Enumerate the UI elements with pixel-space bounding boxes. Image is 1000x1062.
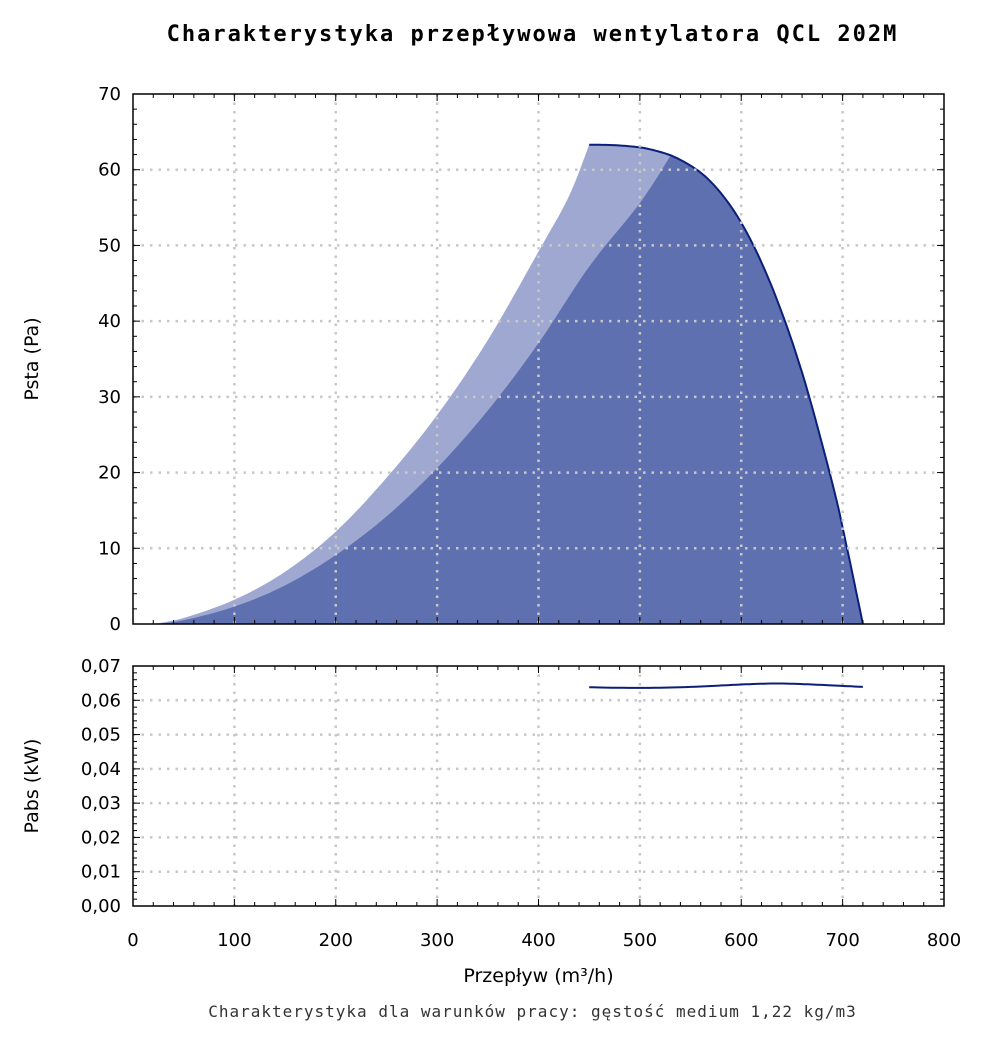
chart-footnote: Charakterystyka dla warunków pracy: gęst… bbox=[208, 1002, 857, 1021]
bottom-y-tick-label: 0,06 bbox=[81, 690, 121, 711]
bottom-x-tick-label: 500 bbox=[623, 930, 657, 951]
top-grid bbox=[133, 94, 944, 624]
top-y-tick-label: 30 bbox=[98, 387, 121, 408]
top-y-tick-label: 0 bbox=[110, 614, 121, 635]
bottom-x-tick-label: 400 bbox=[521, 930, 555, 951]
bottom-x-tick-label: 300 bbox=[420, 930, 454, 951]
axis-labels: Przepływ (m³/h) Psta (Pa) Pabs (kW) bbox=[21, 317, 614, 987]
chart-title: Charakterystyka przepływowa wentylatora … bbox=[166, 22, 899, 47]
bottom-x-tick-label: 100 bbox=[217, 930, 251, 951]
bottom-x-tick-label: 200 bbox=[319, 930, 353, 951]
bottom-x-tick-label: 800 bbox=[927, 930, 961, 951]
bottom-y-tick-label: 0,00 bbox=[81, 896, 121, 917]
bottom-x-tick-label: 600 bbox=[724, 930, 758, 951]
top-y-tick-label: 70 bbox=[98, 84, 121, 105]
top-y-tick-label: 60 bbox=[98, 160, 121, 181]
top-operating-areas bbox=[153, 143, 864, 625]
bottom-y-tick-label: 0,03 bbox=[81, 793, 121, 814]
bottom-axes: 0,00 0,01 0,02 0,03 0,04 0,05 0,06 0,07 0 100 200 3… bbox=[81, 656, 961, 951]
top-y-tick-label: 50 bbox=[98, 235, 121, 256]
dark-operating-area bbox=[153, 155, 863, 624]
top-y-tick-label: 40 bbox=[98, 311, 121, 332]
bottom-grid bbox=[133, 666, 944, 906]
bottom-x-tick-label: 700 bbox=[825, 930, 859, 951]
top-axes: 0 10 20 30 40 50 60 70 bbox=[98, 84, 945, 635]
bottom-power-curve bbox=[589, 682, 863, 689]
bottom-x-tick-label: 0 bbox=[127, 930, 138, 951]
bottom-y-tick-label: 0,05 bbox=[81, 725, 121, 746]
power-curve-line bbox=[589, 682, 863, 689]
bottom-y-tick-label: 0,02 bbox=[81, 827, 121, 848]
bottom-y-tick-label: 0,07 bbox=[81, 656, 121, 677]
bottom-y-tick-label: 0,01 bbox=[81, 862, 121, 883]
bottom-y-axis-label: Pabs (kW) bbox=[21, 739, 43, 834]
top-y-axis-label: Psta (Pa) bbox=[21, 317, 43, 400]
top-y-tick-label: 10 bbox=[98, 538, 121, 559]
x-axis-label: Przepływ (m³/h) bbox=[463, 965, 613, 987]
bottom-y-tick-label: 0,04 bbox=[81, 759, 121, 780]
top-y-tick-label: 20 bbox=[98, 463, 121, 484]
